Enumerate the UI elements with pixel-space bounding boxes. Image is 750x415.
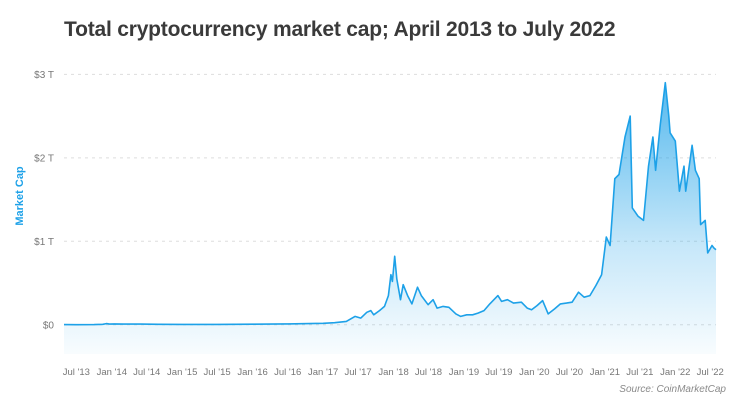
x-tick-label: Jul '21 bbox=[626, 367, 653, 378]
y-tick-label: $0 bbox=[43, 320, 55, 331]
x-tick-label: Jul '20 bbox=[556, 367, 583, 378]
x-tick-label: Jul '15 bbox=[204, 367, 231, 378]
x-tick-label: Jan '15 bbox=[167, 367, 197, 378]
x-tick-label: Jul '16 bbox=[274, 367, 301, 378]
y-axis-ticks: $0 $1 T $2 T $3 T bbox=[34, 70, 54, 331]
x-tick-label: Jan '22 bbox=[660, 367, 690, 378]
x-tick-label: Jan '18 bbox=[378, 367, 408, 378]
y-tick-label: $3 T bbox=[34, 70, 54, 81]
x-tick-label: Jul '13 bbox=[63, 367, 90, 378]
chart-title: Total cryptocurrency market cap; April 2… bbox=[64, 18, 616, 41]
x-tick-label: Jan '21 bbox=[590, 367, 620, 378]
x-tick-label: Jul '14 bbox=[133, 367, 160, 378]
x-tick-label: Jul '18 bbox=[415, 367, 442, 378]
x-tick-label: Jan '17 bbox=[308, 367, 338, 378]
x-tick-label: Jan '20 bbox=[519, 367, 549, 378]
y-axis-label: Market Cap bbox=[14, 166, 26, 226]
y-tick-label: $2 T bbox=[34, 153, 54, 164]
x-tick-label: Jul '22 bbox=[697, 367, 724, 378]
x-tick-label: Jan '14 bbox=[97, 367, 127, 378]
market-cap-line bbox=[63, 81, 717, 326]
x-axis-ticks: Jul '13 Jan '14 Jul '14 Jan '15 Jul '15 Jan '… bbox=[63, 367, 724, 378]
market-cap-area bbox=[64, 82, 716, 354]
source-note: Source: CoinMarketCap bbox=[619, 384, 726, 395]
x-tick-label: Jan '19 bbox=[449, 367, 479, 378]
x-tick-label: Jul '17 bbox=[344, 367, 371, 378]
y-tick-label: $1 T bbox=[34, 237, 54, 248]
x-tick-label: Jul '19 bbox=[485, 367, 512, 378]
x-tick-label: Jan '16 bbox=[237, 367, 267, 378]
